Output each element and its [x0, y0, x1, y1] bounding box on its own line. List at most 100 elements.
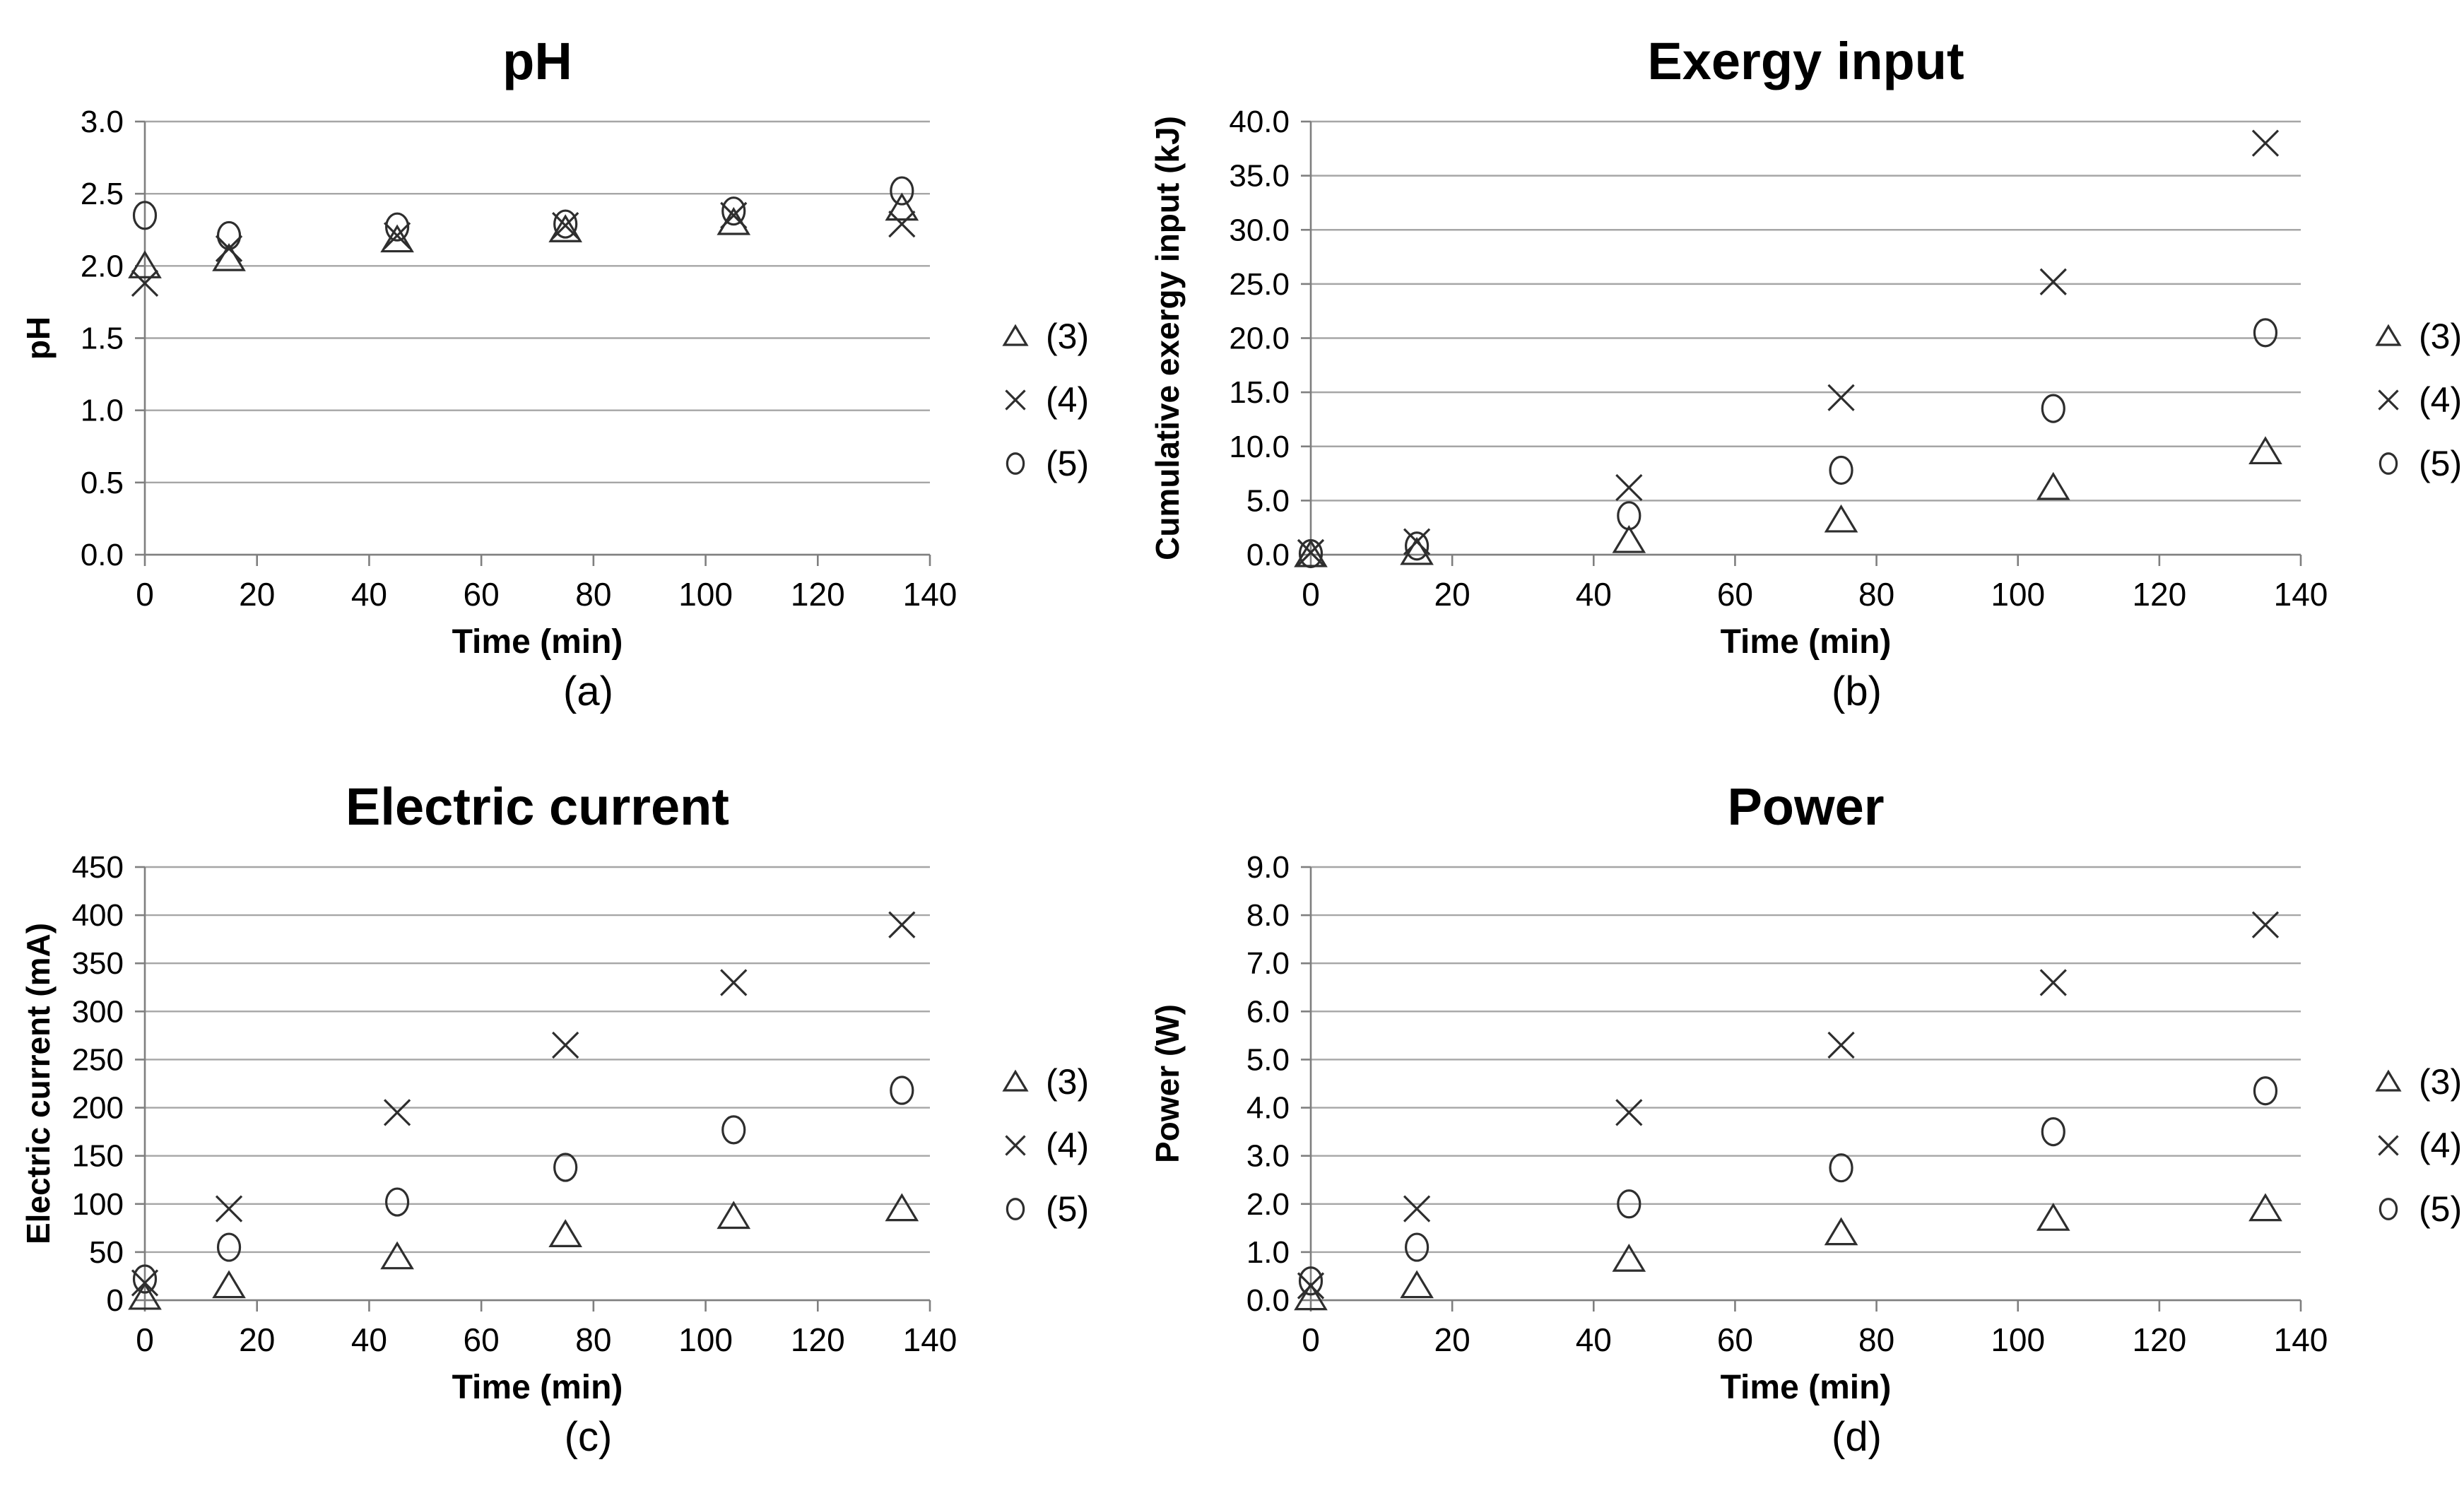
triangle-marker-icon: [548, 1219, 583, 1247]
circle-marker-icon: [1298, 538, 1324, 569]
x-marker-icon: [552, 1031, 579, 1059]
x-tick-label: 40: [351, 576, 387, 613]
x-tick-label: 80: [1858, 576, 1894, 613]
x-tick-label: 40: [1576, 576, 1612, 613]
series-(4)-x: [131, 201, 916, 297]
panel-caption: (c): [565, 1414, 613, 1460]
y-axis: 0 50 100 150 200 250 300 350 400 450: [72, 850, 146, 1318]
triangle-marker-icon: [2248, 1193, 2282, 1222]
y-axis: 0.0 5.0 10.0 15.0 20.0 25.0 30.0 35.0 40.0: [1229, 105, 1312, 572]
x-marker-icon: [215, 1195, 243, 1222]
y-tick-label: 1.0: [81, 394, 124, 428]
x-tick-label: 60: [1717, 576, 1753, 613]
y-tick-label: 0: [107, 1283, 124, 1318]
circle-marker-icon: [1405, 1232, 1430, 1262]
circle-marker-icon: [1829, 455, 1853, 485]
panel-caption: (d): [1832, 1414, 1882, 1460]
x-marker-icon: [1827, 384, 1855, 411]
x-axis: 0 20 40 60 80 100 120 140: [136, 1299, 957, 1358]
x-marker-icon: [720, 201, 748, 229]
x-axis-title: Time (min): [452, 1369, 623, 1406]
legend-circle-icon: [2378, 1198, 2398, 1220]
x-axis: 0 20 40 60 80 100 120 140: [1302, 1299, 2328, 1358]
circle-marker-icon: [553, 1153, 578, 1182]
x-marker-icon: [131, 1269, 159, 1297]
legend: (3) (4) (5): [1002, 317, 1089, 483]
legend-label: (5): [1046, 1189, 1089, 1229]
x-tick-label: 140: [2274, 1321, 2328, 1358]
x-tick-label: 120: [2132, 576, 2186, 613]
legend-label: (3): [1046, 1062, 1089, 1102]
triangle-marker-icon: [717, 1201, 751, 1230]
triangle-marker-icon: [380, 1241, 414, 1270]
y-tick-label: 200: [72, 1091, 124, 1126]
x-tick-label: 40: [351, 1321, 387, 1358]
triangle-marker-icon: [128, 250, 162, 278]
x-marker-icon: [131, 269, 159, 297]
triangle-marker-icon: [212, 243, 246, 271]
circle-marker-icon: [216, 1232, 242, 1262]
circle-marker-icon: [1617, 501, 1641, 531]
x-tick-label: 20: [239, 576, 275, 613]
y-tick-label: 1.5: [81, 322, 124, 356]
y-tick-label: 100: [72, 1187, 124, 1222]
triangle-marker-icon: [212, 1270, 246, 1299]
legend-triangle-icon: [1002, 324, 1029, 346]
y-tick-label: 30.0: [1229, 213, 1290, 247]
x-axis-title: Time (min): [1721, 1369, 1892, 1406]
y-tick-label: 450: [72, 850, 124, 885]
series-(3)-triangle: [128, 1193, 919, 1310]
y-tick-label: 400: [72, 898, 124, 933]
x-marker-icon: [2039, 268, 2067, 295]
y-axis-title: Power (W): [1149, 1004, 1186, 1163]
chart-c: 0 50 100 150 200 250 300 350 400 450 0 20 40 60 80 100 1…: [20, 777, 1089, 1460]
y-tick-label: 2.0: [81, 249, 124, 283]
x-tick-label: 0: [136, 576, 154, 613]
x-tick-label: 100: [1991, 576, 2045, 613]
y-tick-label: 25.0: [1229, 267, 1290, 302]
circle-marker-icon: [1617, 1189, 1641, 1219]
x-marker-icon: [383, 222, 411, 249]
legend-label: (5): [2419, 1189, 2462, 1229]
y-axis-title: Electric current (mA): [20, 923, 57, 1244]
panel-c: 0 50 100 150 200 250 300 350 400 450 0 20 40 60 80 100 1…: [0, 746, 1116, 1491]
legend-x-icon: [2378, 1135, 2399, 1156]
x-tick-label: 120: [2132, 1321, 2186, 1358]
circle-marker-icon: [890, 1075, 914, 1105]
chart-title: pH: [502, 32, 572, 90]
legend-triangle-icon: [2375, 1069, 2402, 1092]
y-tick-label: 5.0: [1246, 483, 1290, 518]
x-tick-label: 80: [1858, 1321, 1894, 1358]
legend-label: (3): [2419, 317, 2462, 356]
chart-title: Power: [1727, 777, 1884, 836]
x-tick-label: 120: [791, 576, 845, 613]
x-tick-label: 80: [575, 1321, 611, 1358]
triangle-marker-icon: [1400, 1270, 1434, 1299]
triangle-marker-icon: [1612, 1243, 1646, 1272]
y-tick-label: 0.0: [1246, 1283, 1290, 1318]
x-axis-title: Time (min): [1721, 623, 1892, 661]
triangle-marker-icon: [1612, 524, 1646, 553]
y-tick-label: 35.0: [1229, 159, 1290, 194]
y-axis-title: Cumulative exergy input (kJ): [1149, 116, 1186, 560]
y-tick-label: 300: [72, 994, 124, 1029]
legend-triangle-icon: [1002, 1069, 1029, 1092]
legend-label: (5): [2419, 444, 2462, 483]
x-tick-label: 140: [903, 1321, 957, 1358]
y-tick-label: 15.0: [1229, 375, 1290, 410]
y-axis: 0.0 1.0 2.0 3.0 4.0 5.0 6.0 7.0 8.0 9.0: [1246, 850, 1312, 1318]
series-(4)-x: [1297, 911, 2280, 1300]
y-tick-label: 0.5: [81, 466, 124, 500]
legend-circle-icon: [2378, 452, 2398, 475]
panel-b: 0.0 5.0 10.0 15.0 20.0 25.0 30.0 35.0 40.0 0 20 40 6…: [1116, 0, 2464, 746]
x-tick-label: 100: [678, 1321, 733, 1358]
series-(4)-x: [131, 911, 916, 1297]
legend-label: (4): [2419, 380, 2462, 420]
x-tick-label: 20: [1434, 576, 1470, 613]
y-tick-label: 3.0: [81, 105, 124, 139]
y-tick-label: 0.0: [1246, 538, 1290, 572]
chart-title: Exergy input: [1647, 32, 1964, 90]
x-tick-label: 40: [1576, 1321, 1612, 1358]
circle-marker-icon: [132, 1264, 158, 1294]
legend: (3) (4) (5): [2375, 317, 2462, 483]
